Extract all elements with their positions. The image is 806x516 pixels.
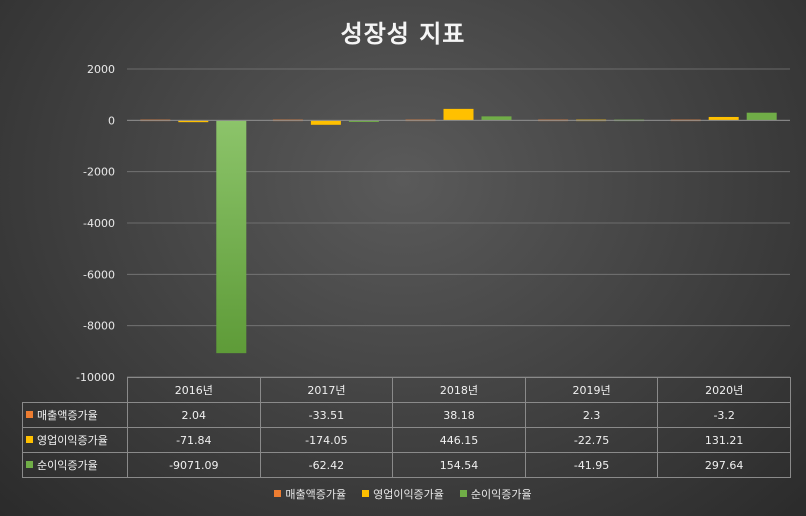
data-label: 297.64: [657, 452, 791, 478]
series-swatch: [26, 436, 33, 443]
data-label: -71.84: [127, 427, 261, 453]
bar-3-2016년: [216, 120, 247, 354]
y-tick-label: -8000: [83, 320, 115, 333]
table-header-row: 2016년 2017년 2018년 2019년 2020년: [23, 377, 791, 403]
bar-3-2017년: [348, 120, 379, 122]
x-tick-label: 2016년: [127, 377, 261, 403]
table-row: 순이익증가율 -9071.09 -62.42 154.54 -41.95 297.64: [22, 452, 791, 478]
bar-2-2017년: [310, 120, 341, 125]
data-label: -9071.09: [127, 452, 261, 478]
y-tick-label: -2000: [83, 166, 115, 179]
bar-2-2018년: [443, 108, 474, 121]
legend-item: 매출액증가율: [274, 486, 346, 502]
data-label: -33.51: [259, 402, 394, 428]
data-label: 2.3: [524, 402, 659, 428]
legend-label: 순이익증가율: [470, 488, 532, 501]
data-label: 38.18: [392, 402, 526, 428]
series-name-cell: 매출액증가율: [22, 402, 128, 428]
data-label: -3.2: [657, 402, 791, 428]
legend-swatch: [274, 490, 282, 497]
data-label: 446.15: [392, 427, 526, 453]
legend-label: 매출액증가율: [285, 488, 347, 501]
x-tick-label: 2017년: [259, 377, 394, 403]
x-tick-label: 2018년: [392, 377, 526, 403]
data-label: -174.05: [259, 427, 394, 453]
series-name-cell: 순이익증가율: [22, 452, 128, 478]
x-tick-label: 2020년: [657, 377, 791, 403]
table-row: 영업이익증가율 -71.84 -174.05 446.15 -22.75 131.21: [22, 427, 791, 453]
data-label: 2.04: [127, 402, 261, 428]
table-corner: [23, 378, 128, 403]
y-tick-label: -10000: [76, 371, 115, 384]
bar-3-2018년: [481, 116, 512, 121]
series-name: 영업이익증가율: [37, 434, 108, 447]
table-row: 매출액증가율 2.04 -33.51 38.18 2.3 -3.2: [22, 402, 791, 428]
legend-swatch: [362, 490, 370, 497]
data-label: 131.21: [657, 427, 791, 453]
series-name: 순이익증가율: [37, 459, 98, 472]
chart-legend: 매출액증가율 영업이익증가율 순이익증가율: [0, 486, 806, 502]
data-label: -41.95: [524, 452, 659, 478]
legend-item: 영업이익증가율: [362, 486, 444, 502]
series-name: 매출액증가율: [37, 409, 98, 422]
legend-swatch: [459, 490, 467, 497]
series-swatch: [26, 411, 33, 418]
bar-3-2020년: [746, 112, 777, 121]
series-name-cell: 영업이익증가율: [22, 427, 128, 453]
y-tick-label: -4000: [83, 217, 115, 230]
bar-2-2016년: [178, 120, 209, 123]
data-label: 154.54: [392, 452, 526, 478]
y-tick-label: -6000: [83, 268, 115, 281]
data-label: -22.75: [524, 427, 659, 453]
y-tick-label: 0: [108, 114, 115, 127]
x-tick-label: 2019년: [524, 377, 659, 403]
legend-label: 영업이익증가율: [373, 488, 444, 501]
data-label: -62.42: [259, 452, 394, 478]
chart-title: 성장성 지표: [340, 20, 466, 48]
legend-item: 순이익증가율: [459, 486, 532, 502]
bar-2-2020년: [708, 116, 739, 121]
series-swatch: [26, 461, 33, 468]
y-tick-label: 2000: [87, 63, 115, 76]
